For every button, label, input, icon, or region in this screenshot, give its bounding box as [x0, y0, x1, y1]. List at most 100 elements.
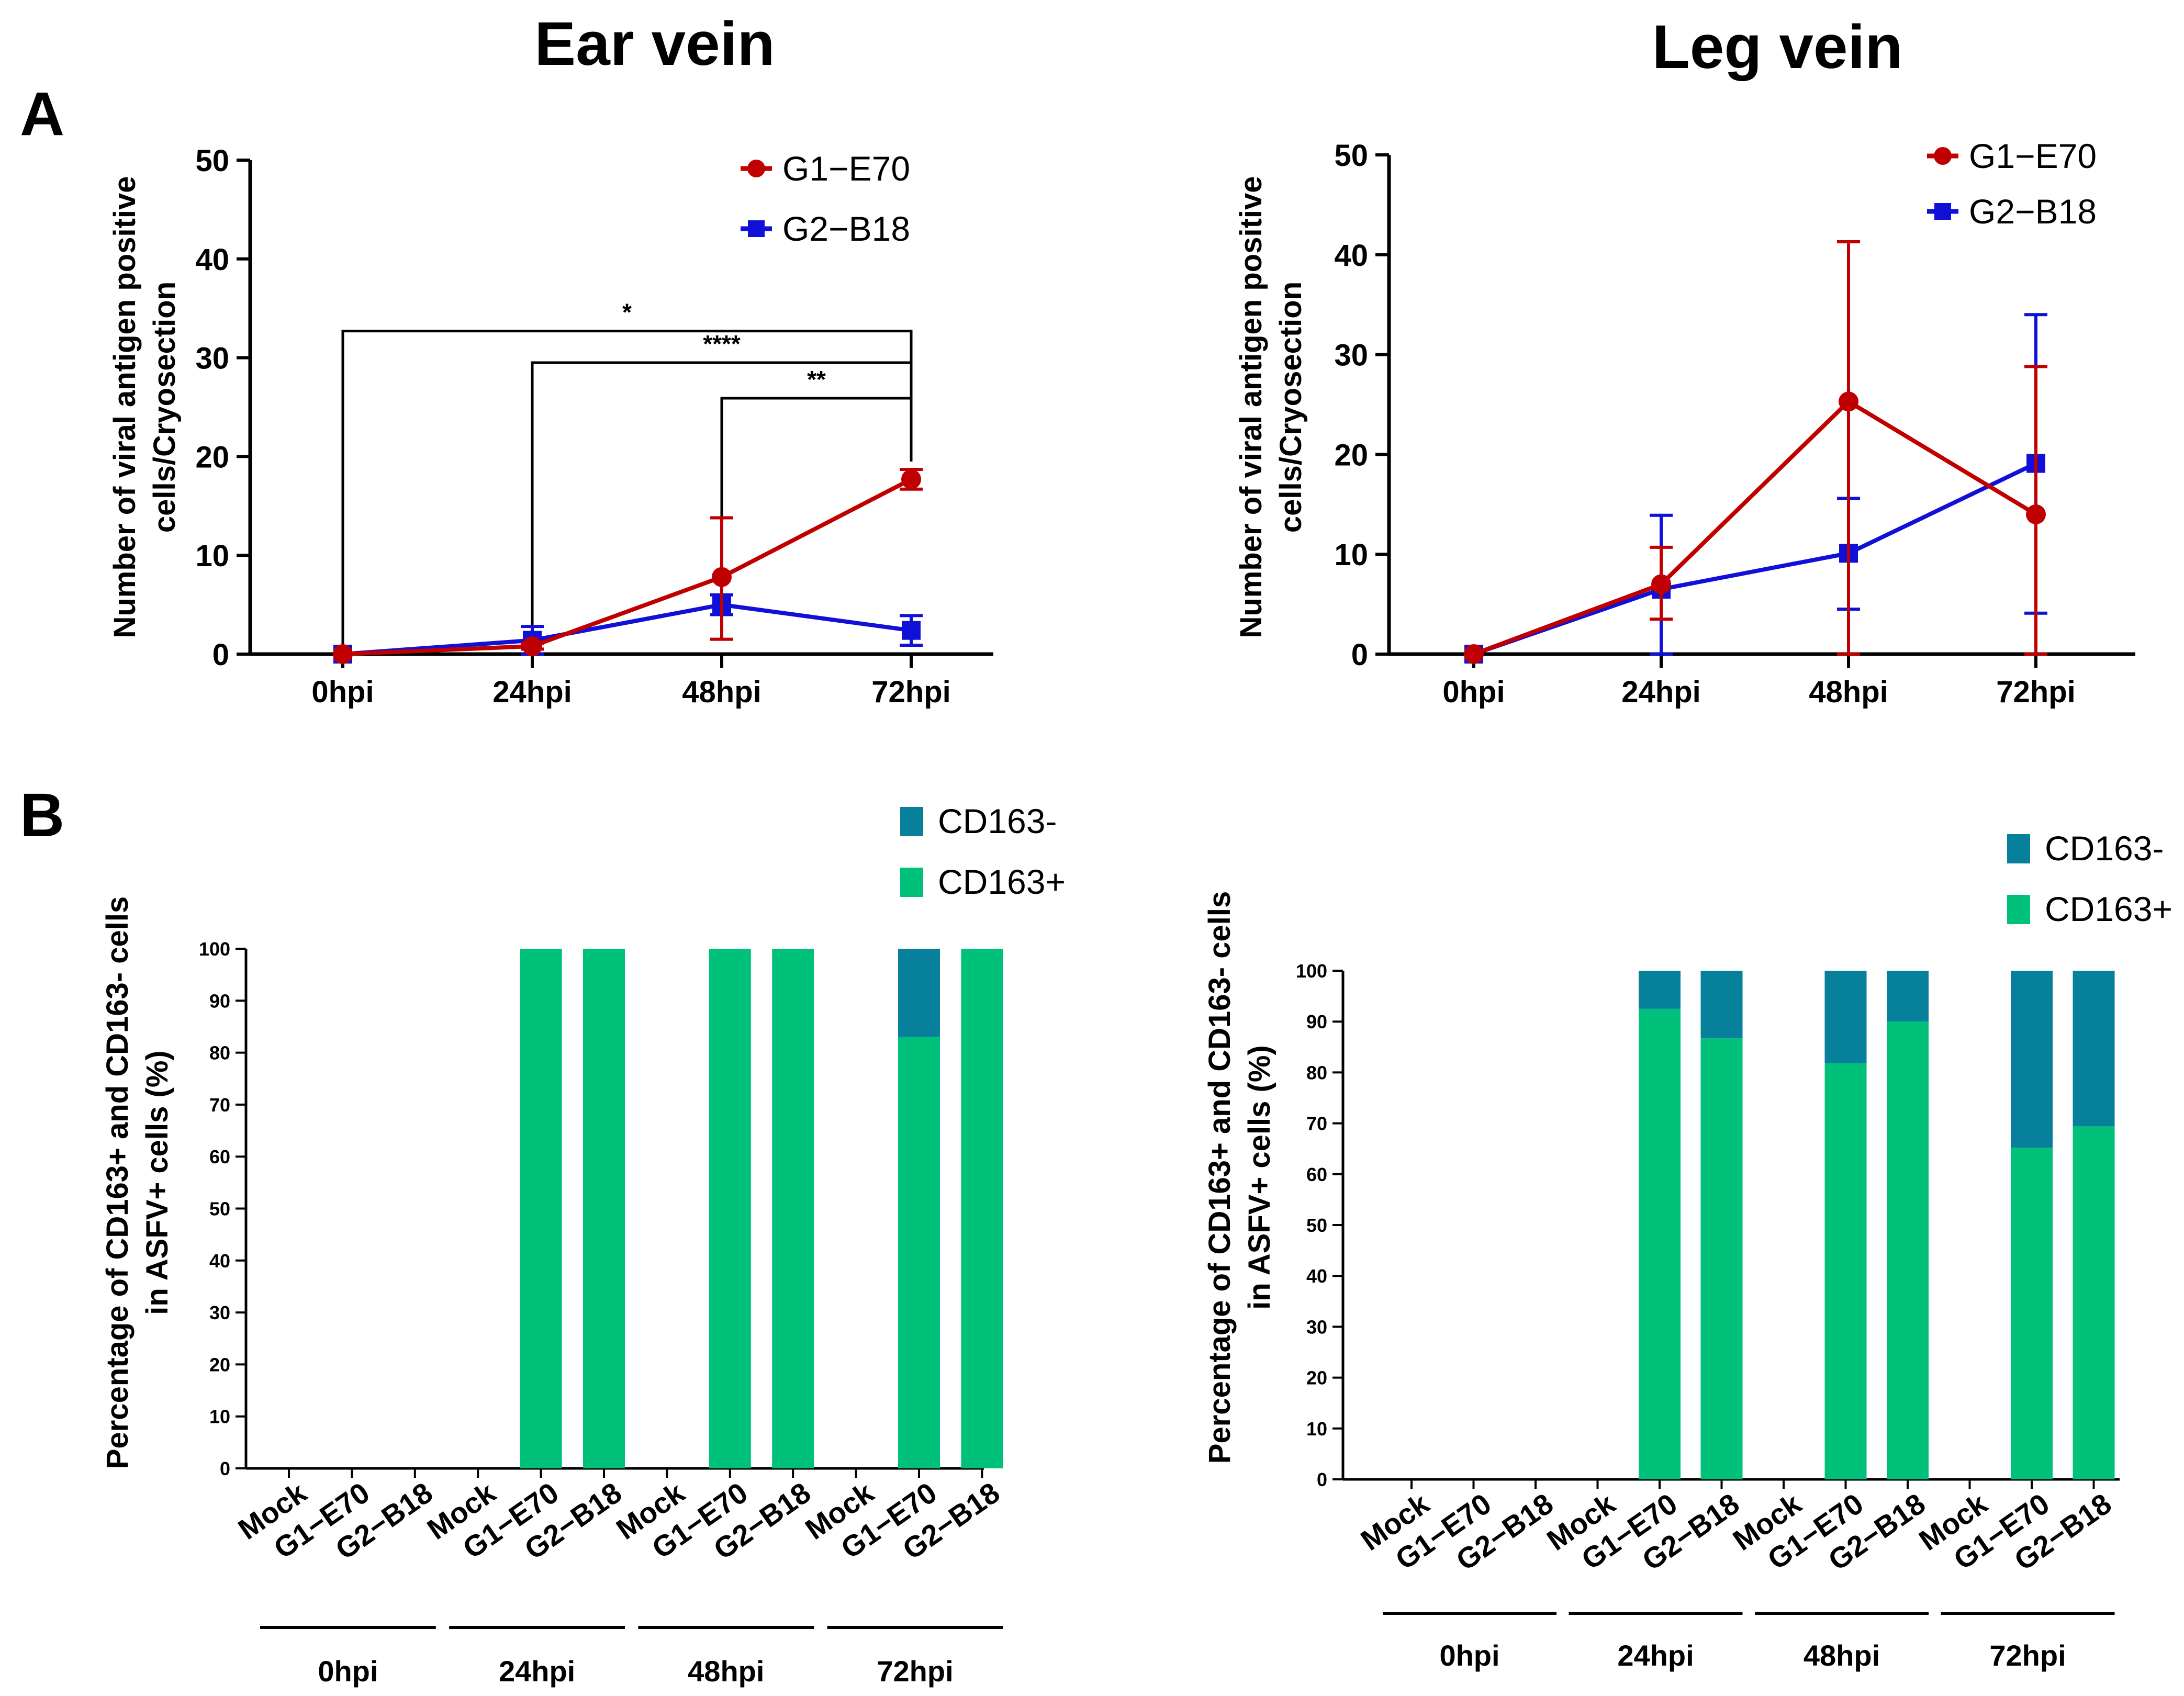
y-tick-label: 30: [1306, 1316, 1327, 1338]
x-tick-label: 24hpi: [492, 675, 572, 709]
legend-swatch-cd163-pos: [900, 868, 923, 897]
x-tick-label: 72hpi: [871, 675, 951, 709]
bar-cd163-neg: [898, 949, 940, 1037]
y-axis-title: Number of viral antigen positive cells/Cr…: [1234, 176, 1308, 638]
x-tick-label: 0hpi: [311, 675, 374, 709]
legend-marker-g1-e70: [747, 160, 765, 177]
y-tick-label: 0: [1351, 638, 1368, 672]
y-tick-label: 0: [212, 638, 229, 672]
y-tick-label: 90: [1306, 1011, 1327, 1032]
bar-cd163-pos: [709, 949, 751, 1468]
bar-cd163-pos: [961, 949, 1003, 1468]
y-tick-label: 40: [209, 1250, 230, 1272]
chart-a-leg-vein: Leg vein 0 10 20 30 40 50 0hpi 24hpi 48hpi 72hpi Nu…: [1234, 13, 2135, 709]
bar-cd163-pos: [1639, 1008, 1681, 1479]
y-tick-label: 90: [209, 990, 230, 1012]
data-point-g1-e70: [712, 567, 732, 587]
legend-marker-g2-b18: [1934, 203, 1951, 220]
y-tick-label: 60: [209, 1146, 230, 1167]
y-tick-label: 0: [220, 1458, 230, 1479]
bar-cd163-pos: [2073, 1126, 2115, 1479]
legend-label-cd163-neg: CD163-: [2045, 829, 2164, 868]
y-tick-label: 20: [209, 1354, 230, 1375]
legend-label-g1-e70: G1−E70: [782, 149, 910, 188]
data-point-g2-b18: [902, 621, 921, 640]
legend-swatch-cd163-neg: [2007, 834, 2030, 863]
group-label: 72hpi: [1989, 1639, 2066, 1672]
y-axis-title: Percentage of CD163+ and CD163- cells in …: [1203, 891, 1276, 1464]
y-tick-label: 30: [1334, 339, 1368, 373]
chart-title: Leg vein: [1652, 13, 1903, 82]
panel-label-b: B: [20, 781, 64, 850]
y-axis-title-line: Percentage of CD163+ and CD163- cells: [1203, 891, 1237, 1464]
bar-cd163-pos: [1887, 1021, 1929, 1479]
bar-cd163-neg: [2073, 971, 2115, 1127]
y-tick-label: 20: [1306, 1367, 1327, 1389]
bar-cd163-pos: [1824, 1063, 1867, 1479]
x-tick-label: 48hpi: [1809, 675, 1888, 709]
legend-label-cd163-pos: CD163+: [938, 862, 1066, 901]
x-tick-label: 48hpi: [682, 675, 761, 709]
x-tick-label: 0hpi: [1442, 675, 1505, 709]
legend-swatch-cd163-neg: [900, 807, 923, 836]
y-axis-title-line: cells/Cryosection: [1274, 282, 1308, 533]
chart-title: Ear vein: [534, 9, 775, 78]
y-tick-label: 60: [1306, 1164, 1327, 1185]
data-point-g1-e70: [522, 636, 542, 656]
bar-cd163-pos: [772, 949, 814, 1468]
y-tick-label: 10: [209, 1406, 230, 1428]
significance-label: **: [807, 366, 826, 393]
bar-cd163-pos: [1700, 1038, 1743, 1479]
y-tick-label: 30: [209, 1302, 230, 1323]
y-axis-title-line: Number of viral antigen positive: [1234, 176, 1268, 638]
series-line-g1-e70: [342, 477, 912, 656]
series-line-g1-e70: [1473, 399, 2037, 656]
bar-cd163-neg: [1824, 971, 1867, 1063]
y-tick-label: 50: [209, 1198, 230, 1220]
group-label: 48hpi: [688, 1655, 764, 1688]
series-line-g2-b18: [1473, 461, 2037, 656]
y-tick-label: 40: [1306, 1265, 1327, 1287]
bar-cd163-neg: [1639, 971, 1681, 1009]
group-label: 72hpi: [877, 1655, 953, 1688]
y-axis-title-line: Number of viral antigen positive: [108, 176, 142, 638]
y-tick-label: 100: [199, 938, 230, 960]
y-tick-label: 50: [1306, 1215, 1327, 1236]
y-axis-title: Number of viral antigen positive cells/Cr…: [108, 176, 182, 638]
legend-swatch-cd163-pos: [2007, 895, 2030, 924]
y-tick-label: 40: [1334, 239, 1368, 273]
group-label: 24hpi: [1617, 1639, 1694, 1672]
y-tick-label: 10: [1306, 1418, 1327, 1440]
y-axis-title-line: cells/Cryosection: [148, 282, 182, 533]
y-tick-label: 70: [209, 1094, 230, 1116]
significance-label: ****: [703, 330, 741, 357]
y-axis-title: Percentage of CD163+ and CD163- cells in …: [100, 896, 174, 1469]
chart-a-ear-vein: Ear vein 0 10 20 30 40 50 0hpi 24hpi 48hpi 72hpi Nu…: [108, 9, 993, 709]
y-tick-label: 40: [195, 243, 229, 277]
legend-label-cd163-neg: CD163-: [938, 802, 1057, 840]
group-label: 0hpi: [318, 1655, 378, 1688]
legend-label-cd163-pos: CD163+: [2045, 890, 2172, 928]
x-tick-label: 24hpi: [1621, 675, 1701, 709]
y-axis-title-line: in ASFV+ cells (%): [140, 1050, 174, 1315]
significance-label: *: [622, 299, 632, 326]
bar-cd163-pos: [898, 1037, 940, 1468]
y-tick-label: 50: [195, 144, 229, 178]
y-tick-label: 30: [195, 342, 229, 376]
data-point-g1-e70: [333, 644, 353, 664]
y-tick-label: 50: [1334, 139, 1368, 173]
legend-label-g2-b18: G2−B18: [782, 209, 910, 248]
y-tick-label: 70: [1306, 1113, 1327, 1135]
data-point-g1-e70: [2026, 504, 2046, 524]
bar-cd163-neg: [1700, 971, 1743, 1039]
bar-cd163-neg: [2011, 971, 2053, 1148]
data-point-g1-e70: [901, 469, 921, 489]
panel-label-a: A: [20, 80, 64, 149]
group-label: 48hpi: [1804, 1639, 1880, 1672]
y-axis-title-line: in ASFV+ cells (%): [1242, 1045, 1276, 1310]
y-tick-label: 100: [1296, 960, 1327, 982]
bar-cd163-pos: [2011, 1148, 2053, 1479]
y-tick-label: 10: [195, 539, 229, 573]
